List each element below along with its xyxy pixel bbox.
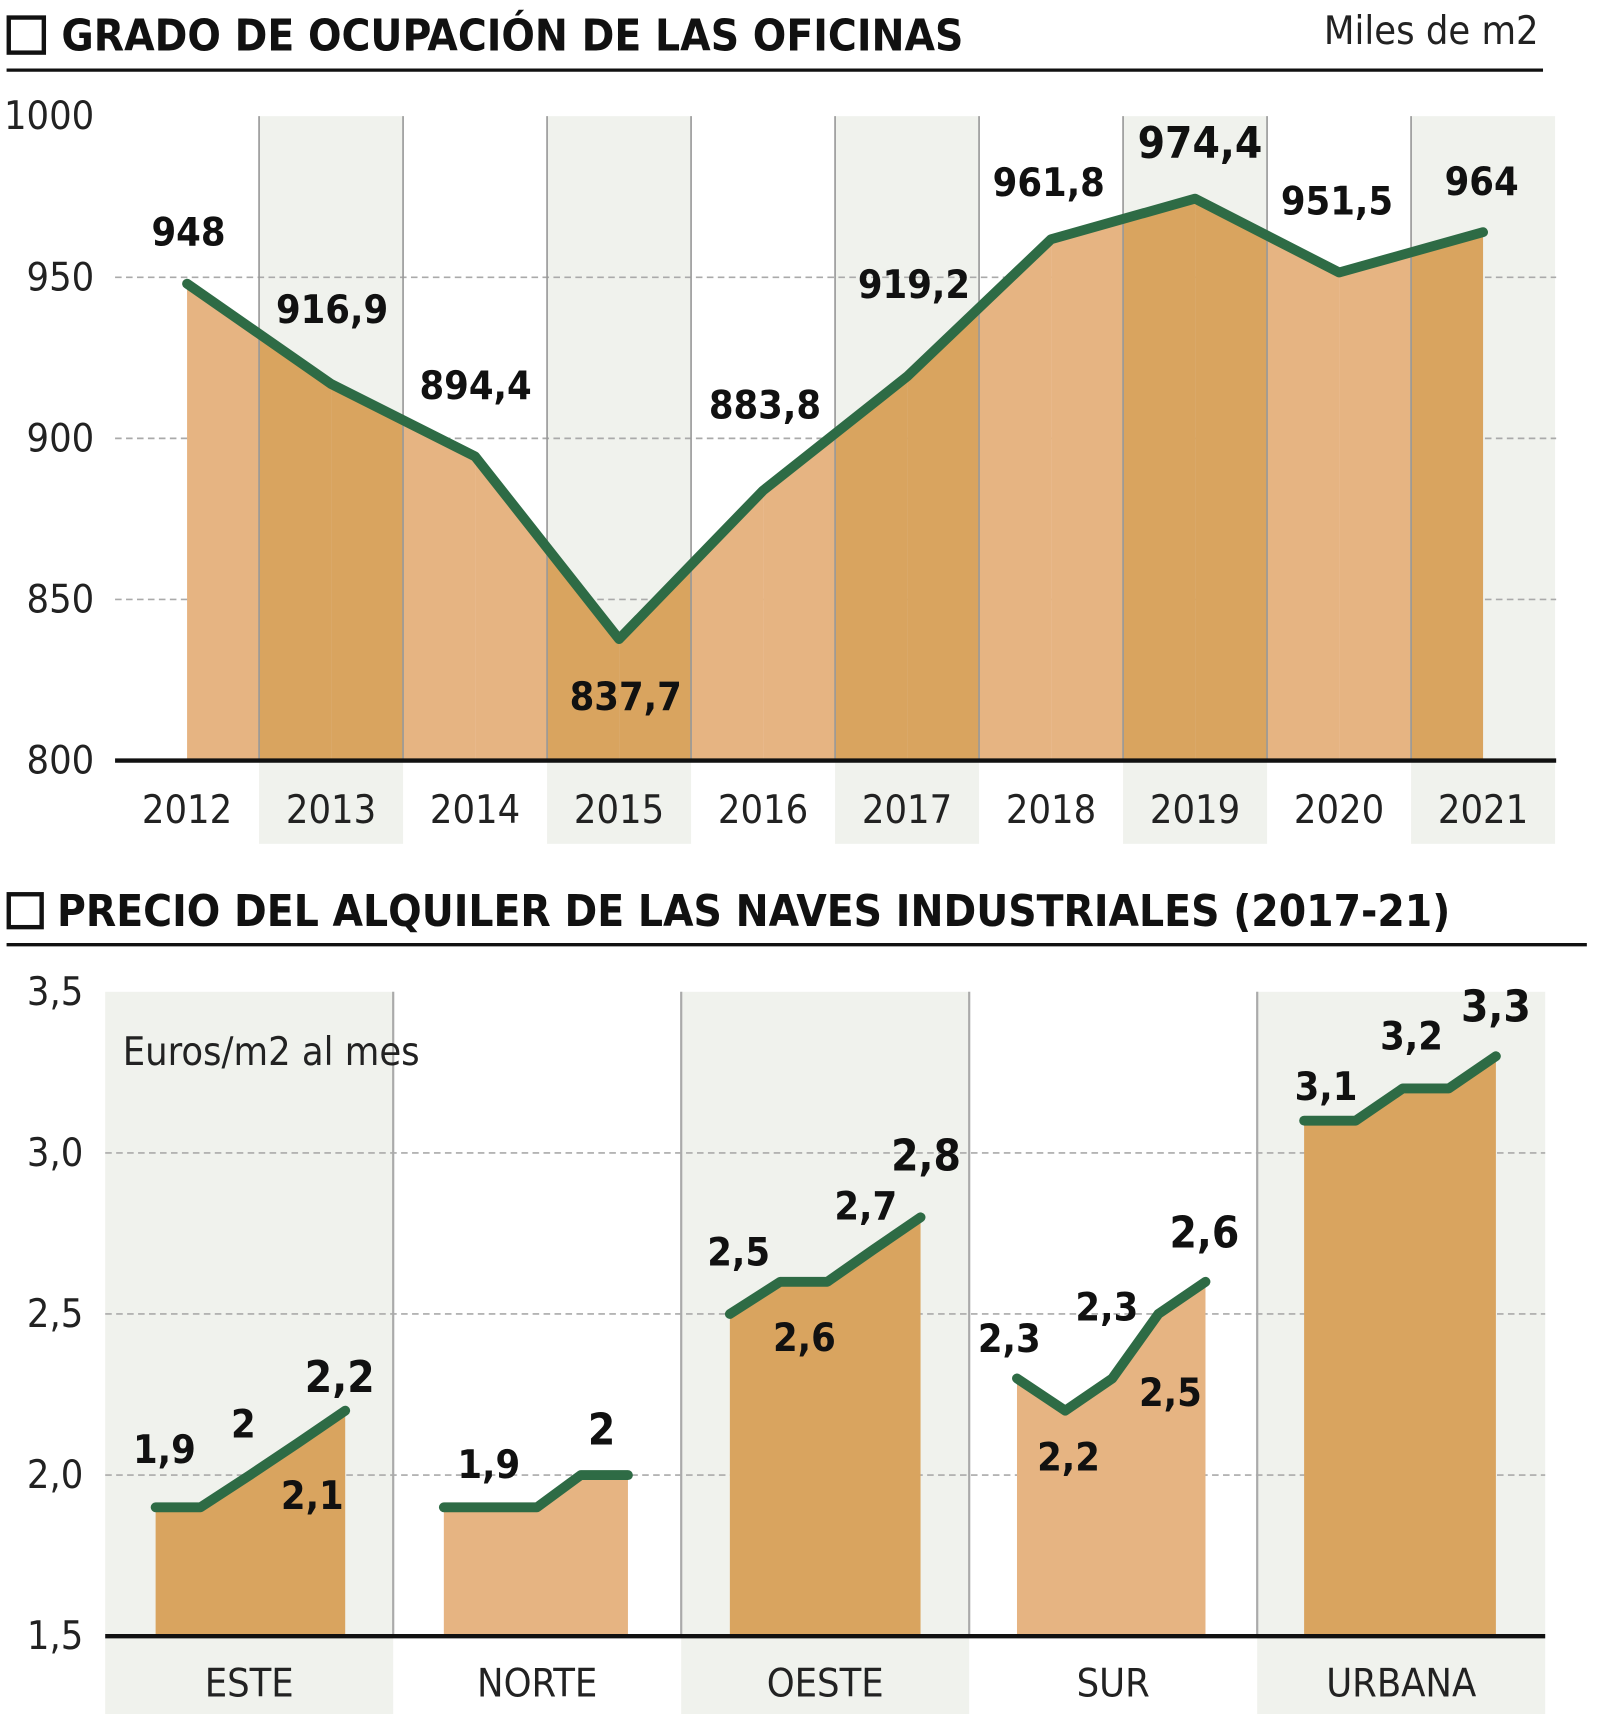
area-segment (1411, 232, 1484, 761)
x-tick-label: 2012 (142, 787, 232, 833)
data-label: 2,8 (891, 1131, 961, 1182)
x-tick-label: 2019 (1150, 787, 1240, 833)
y-tick-label: 800 (27, 738, 95, 784)
data-label: 951,5 (1281, 179, 1393, 225)
data-label: 2 (588, 1405, 615, 1456)
chart1-unit: Miles de m2 (1324, 8, 1539, 54)
area-segment (1051, 218, 1124, 761)
area-este (155, 1410, 346, 1637)
data-label: 974,4 (1138, 118, 1263, 169)
x-tick-label: 2021 (1438, 787, 1528, 833)
area-segment (259, 333, 332, 761)
y-tick-label: 1,5 (27, 1613, 83, 1659)
x-group-label: NORTE (477, 1660, 597, 1706)
chart2-title: PRECIO DEL ALQUILER DE LAS NAVES INDUSTR… (57, 886, 1450, 937)
data-line (182, 193, 1489, 645)
data-label: 2,7 (834, 1184, 897, 1230)
data-line-norte (438, 1470, 633, 1513)
data-label: 2 (231, 1402, 256, 1448)
data-label: 3,3 (1461, 982, 1531, 1033)
data-label: 2,3 (1075, 1284, 1138, 1330)
x-tick-label: 2016 (718, 787, 808, 833)
area-segment (1267, 235, 1340, 761)
x-group-label: SUR (1077, 1660, 1150, 1706)
data-line-oeste (724, 1212, 926, 1319)
area-segment (835, 376, 908, 761)
area-urbana (1304, 1056, 1496, 1637)
x-tick-label: 2013 (286, 787, 376, 833)
y-tick-label: 1000 (4, 93, 94, 139)
data-label: 2,5 (707, 1230, 770, 1276)
x-tick-label: 2014 (430, 787, 520, 833)
data-label: 2,1 (281, 1473, 344, 1519)
x-tick-label: 2015 (574, 787, 664, 833)
data-label: 3,1 (1295, 1064, 1358, 1110)
area-segment (187, 283, 260, 761)
area-norte (443, 1475, 628, 1637)
area-segment (691, 490, 764, 761)
area-sur (1016, 1281, 1206, 1637)
area-segment (1123, 198, 1196, 761)
x-group-label: URBANA (1326, 1660, 1476, 1706)
data-line-urbana (1299, 1051, 1501, 1126)
data-label: 964 (1445, 159, 1519, 205)
y-tick-label: 2,5 (27, 1291, 83, 1337)
chart2-unit: Euros/m2 al mes (123, 1029, 420, 1075)
x-group-label: OESTE (767, 1660, 884, 1706)
data-label: 961,8 (993, 160, 1105, 206)
y-tick-label: 3,0 (27, 1130, 83, 1176)
data-label: 3,2 (1380, 1014, 1443, 1060)
y-tick-label: 900 (27, 415, 95, 461)
data-label: 894,4 (419, 363, 531, 409)
x-tick-label: 2017 (862, 787, 952, 833)
data-line-sur (1012, 1276, 1211, 1416)
area-segment (763, 433, 836, 761)
title-square-icon (6, 15, 47, 55)
y-tick-label: 2,0 (27, 1452, 83, 1498)
data-line-este (150, 1405, 351, 1513)
x-tick-label: 2018 (1006, 787, 1096, 833)
x-tick-label: 2020 (1294, 787, 1384, 833)
data-label: 883,8 (709, 382, 821, 428)
data-label: 837,7 (570, 674, 682, 720)
title-square-icon (6, 892, 44, 930)
x-group-label: ESTE (205, 1660, 294, 1706)
data-label: 916,9 (276, 287, 388, 333)
area-segment (1339, 252, 1412, 761)
data-label: 2,2 (1037, 1435, 1100, 1481)
data-label: 948 (151, 209, 225, 255)
data-label: 1,9 (457, 1442, 520, 1488)
y-tick-label: 850 (27, 576, 95, 622)
area-segment (403, 420, 476, 761)
chart1-title: GRADO DE OCUPACIÓN DE LAS OFICINAS (61, 8, 963, 61)
area-segment (619, 564, 692, 761)
area-segment (979, 239, 1052, 761)
data-label: 919,2 (858, 262, 970, 308)
data-label: 2,5 (1139, 1370, 1202, 1416)
y-tick-label: 3,5 (27, 969, 83, 1015)
data-label: 2,2 (305, 1352, 375, 1403)
y-tick-label: 950 (27, 254, 95, 300)
area-segment (331, 383, 404, 761)
data-label: 2,3 (978, 1316, 1041, 1362)
data-label: 2,6 (773, 1315, 836, 1361)
data-label: 1,9 (133, 1427, 196, 1473)
area-segment (1195, 198, 1268, 761)
data-label: 2,6 (1169, 1207, 1239, 1258)
area-oeste (729, 1217, 921, 1637)
area-segment (907, 307, 980, 761)
area-segment (547, 547, 620, 761)
